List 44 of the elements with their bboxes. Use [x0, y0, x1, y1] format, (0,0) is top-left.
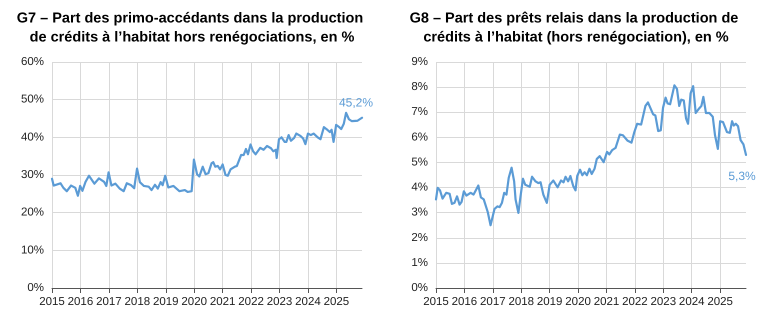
x-tick-label: 2017 [480, 296, 506, 308]
y-tick-label: 4% [411, 182, 428, 194]
x-tick-label: 2015 [39, 296, 65, 308]
x-tick-label: 2022 [238, 296, 264, 308]
y-tick-label: 5% [411, 156, 428, 168]
annotation: 45,2% [338, 96, 374, 110]
x-tick-label: 2020 [565, 296, 591, 308]
y-tick-label: 60% [20, 56, 44, 68]
y-tick-label: 50% [20, 94, 44, 106]
chart-title: G7 – Part des primo-accédants dans la production de crédits à l’habitat hors renégociations, en % [16, 10, 368, 46]
x-tick-label: 2019 [536, 296, 562, 308]
x-tick-label: 2022 [622, 296, 648, 308]
x-tick-label: 2016 [452, 296, 478, 308]
y-tick-label: 0% [27, 282, 44, 294]
y-tick-label: 6% [411, 131, 428, 144]
x-tick-label: 2020 [181, 296, 207, 308]
x-tick-label: 2019 [152, 296, 179, 308]
x-tick-label: 2024 [295, 296, 322, 308]
y-tick-label: 20% [20, 206, 44, 219]
line-series [50, 112, 364, 197]
y-tick-label: 0% [411, 282, 428, 294]
x-tick-label: 2021 [210, 296, 236, 308]
x-tick-label: 2017 [96, 296, 122, 308]
x-tick-label: 2023 [266, 296, 292, 308]
x-tick-label: 2018 [124, 296, 150, 308]
x-tick-label: 2023 [650, 296, 676, 308]
y-tick-label: 2% [411, 232, 428, 244]
y-tick-label: 8% [411, 81, 428, 94]
x-tick-label: 2021 [594, 296, 620, 308]
y-tick-label: 30% [20, 169, 44, 181]
y-tick-label: 9% [411, 56, 428, 68]
y-tick-label: 1% [411, 256, 428, 269]
chart-title: G8 – Part des prêts relais dans la production de crédits à l’habitat (hors renégociation), en % [410, 10, 742, 46]
x-tick-label: 2024 [678, 296, 706, 308]
y-tick-label: 3% [411, 206, 428, 219]
annotation: 5,3% [728, 168, 756, 183]
x-tick-label: 2025 [324, 296, 350, 308]
y-tick-label: 40% [20, 131, 44, 144]
x-tick-label: 2015 [423, 296, 449, 308]
x-tick-label: 2018 [508, 296, 534, 308]
y-tick-label: 7% [411, 106, 428, 118]
y-tick-label: 10% [20, 244, 44, 256]
x-tick-label: 2025 [707, 296, 733, 308]
x-tick-label: 2016 [68, 296, 94, 308]
